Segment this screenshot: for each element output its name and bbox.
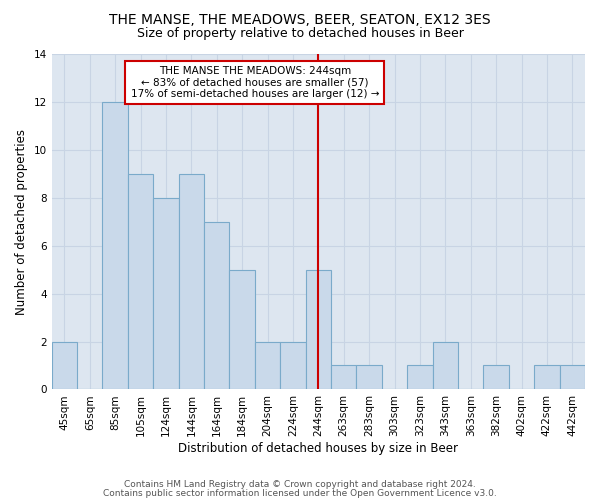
Bar	[52, 342, 77, 390]
Text: THE MANSE THE MEADOWS: 244sqm
← 83% of detached houses are smaller (57)
17% of s: THE MANSE THE MEADOWS: 244sqm ← 83% of d…	[131, 66, 379, 99]
Bar	[407, 366, 433, 390]
Text: Contains public sector information licensed under the Open Government Licence v3: Contains public sector information licen…	[103, 488, 497, 498]
Bar	[204, 222, 229, 390]
Bar	[103, 102, 128, 390]
Y-axis label: Number of detached properties: Number of detached properties	[15, 128, 28, 314]
Bar	[484, 366, 509, 390]
Bar	[255, 342, 280, 390]
Text: Size of property relative to detached houses in Beer: Size of property relative to detached ho…	[137, 28, 463, 40]
Text: Contains HM Land Registry data © Crown copyright and database right 2024.: Contains HM Land Registry data © Crown c…	[124, 480, 476, 489]
Bar	[534, 366, 560, 390]
Bar	[433, 342, 458, 390]
Bar	[356, 366, 382, 390]
Bar	[560, 366, 585, 390]
Bar	[331, 366, 356, 390]
Bar	[179, 174, 204, 390]
Text: THE MANSE, THE MEADOWS, BEER, SEATON, EX12 3ES: THE MANSE, THE MEADOWS, BEER, SEATON, EX…	[109, 12, 491, 26]
Bar	[128, 174, 153, 390]
Bar	[305, 270, 331, 390]
Bar	[280, 342, 305, 390]
X-axis label: Distribution of detached houses by size in Beer: Distribution of detached houses by size …	[178, 442, 458, 455]
Bar	[153, 198, 179, 390]
Bar	[229, 270, 255, 390]
